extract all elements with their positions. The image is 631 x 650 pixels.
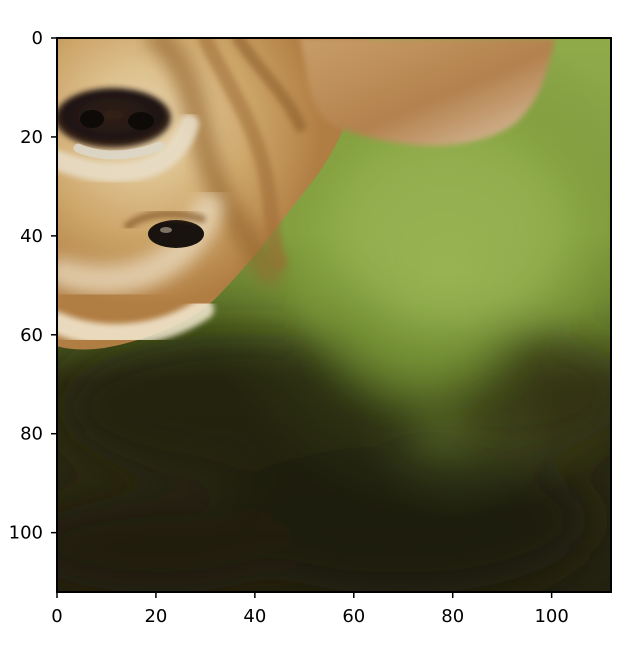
- x-axis: 0 20 40 60 80 100: [51, 592, 569, 627]
- nose: [57, 88, 171, 148]
- axes-frame: [56, 37, 612, 593]
- nostril-right: [128, 112, 154, 130]
- background-shadows: [57, 135, 611, 592]
- fur-strand: [232, 38, 306, 132]
- eye: [148, 220, 204, 248]
- y-axis: 0 20 40 60 80 100: [9, 28, 57, 544]
- nostril-left: [80, 110, 104, 128]
- x-tick-label: 80: [441, 606, 464, 627]
- photo: [57, 38, 611, 592]
- y-tick-label: 20: [20, 127, 43, 148]
- cheek-highlight: [57, 192, 224, 295]
- x-tick-label: 100: [534, 606, 568, 627]
- y-tick-label: 0: [32, 28, 43, 49]
- x-tick-label: 40: [243, 606, 266, 627]
- x-tick-label: 0: [51, 606, 62, 627]
- photo-overlay: [57, 38, 611, 592]
- dog-face: [57, 38, 555, 350]
- mouth-highlight: [73, 141, 165, 160]
- y-tick-label: 100: [9, 523, 43, 544]
- eye-reflection: [160, 227, 172, 233]
- x-tick-label: 60: [342, 606, 365, 627]
- fur-strand: [197, 38, 288, 270]
- dog-ear: [300, 38, 555, 146]
- muzzle-highlight: [57, 114, 199, 183]
- eyebrow-fur: [124, 209, 206, 230]
- fur-shadow-stroke: [146, 38, 282, 284]
- jaw-highlight: [57, 298, 214, 346]
- y-tick-label: 80: [20, 424, 43, 445]
- y-tick-label: 60: [20, 325, 43, 346]
- y-tick-label: 40: [20, 226, 43, 247]
- x-tick-label: 20: [144, 606, 167, 627]
